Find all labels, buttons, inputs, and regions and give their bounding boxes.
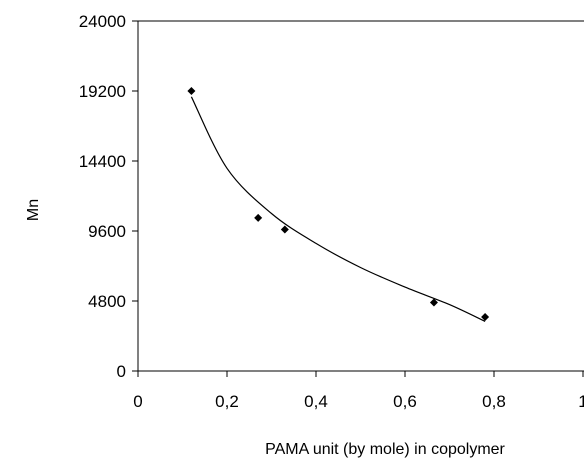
y-tick-label: 0 bbox=[117, 362, 126, 381]
y-axis-label: Mn bbox=[25, 199, 42, 221]
x-tick-label: 0,8 bbox=[482, 392, 506, 411]
data-point bbox=[280, 225, 289, 234]
x-tick-label: 1 bbox=[578, 392, 584, 411]
data-point bbox=[254, 213, 263, 222]
x-axis-label: PAMA unit (by mole) in copolymer bbox=[265, 441, 505, 458]
x-tick-label: 0,4 bbox=[304, 392, 328, 411]
data-point bbox=[187, 87, 196, 95]
x-tick-label: 0 bbox=[133, 392, 142, 411]
data-point bbox=[481, 313, 490, 322]
y-tick-label: 19200 bbox=[79, 82, 126, 101]
y-tick-label: 4800 bbox=[88, 292, 126, 311]
data-points bbox=[187, 87, 490, 322]
y-tick-label: 9600 bbox=[88, 222, 126, 241]
ticks: 0 4800 9600 14400 19200 24000 0 0,2 0,4 0,6 0,8 1 bbox=[79, 12, 584, 411]
x-tick-label: 0,2 bbox=[215, 392, 239, 411]
trendline bbox=[190, 96, 486, 322]
x-tick-label: 0,6 bbox=[393, 392, 417, 411]
y-tick-label: 14400 bbox=[79, 152, 126, 171]
y-tick-label: 24000 bbox=[79, 12, 126, 31]
trendline-layer bbox=[190, 96, 486, 322]
axes bbox=[137, 20, 584, 372]
data-point bbox=[429, 298, 438, 307]
